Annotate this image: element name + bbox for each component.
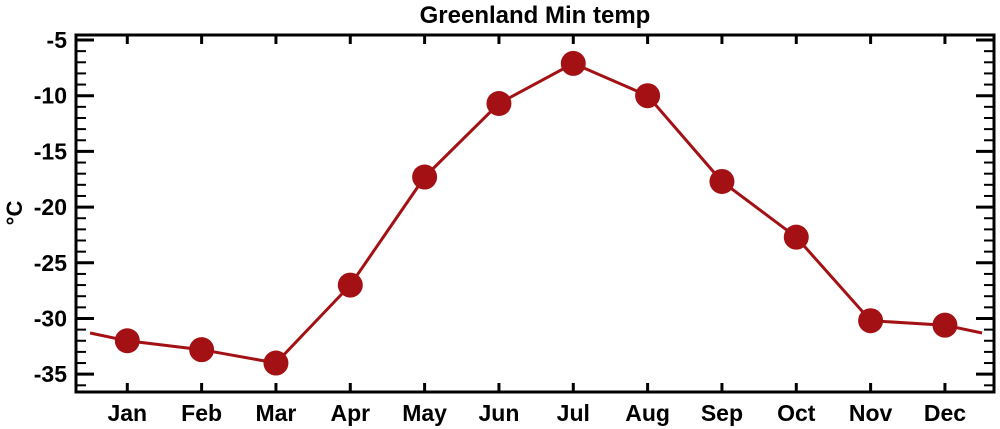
- x-tick-label: Apr: [330, 400, 370, 426]
- y-tick-label: -35: [34, 361, 67, 387]
- y-tick-label: -15: [34, 138, 67, 164]
- x-tick-label: Oct: [777, 400, 816, 426]
- data-point-jun: [486, 91, 512, 117]
- data-point-apr: [337, 272, 363, 298]
- x-tick-label: Nov: [849, 400, 893, 426]
- x-tick-label: Mar: [255, 400, 296, 426]
- data-point-dec: [932, 312, 958, 338]
- x-tick-label: Jan: [107, 400, 147, 426]
- y-tick-label: -10: [34, 83, 67, 109]
- data-point-mar: [263, 350, 289, 376]
- data-point-aug: [635, 83, 661, 109]
- temperature-line: [89, 61, 983, 365]
- y-tick-label: -20: [34, 194, 67, 220]
- y-tick-label: -30: [34, 305, 67, 331]
- data-point-oct: [783, 224, 809, 250]
- x-tick-label: Jun: [479, 400, 520, 426]
- x-tick-label: May: [402, 400, 447, 426]
- x-tick-label: Jul: [557, 400, 590, 426]
- x-tick-label: Dec: [924, 400, 966, 426]
- data-point-feb: [189, 337, 215, 363]
- x-tick-label: Aug: [625, 400, 670, 426]
- data-point-jul: [560, 50, 586, 76]
- x-tick-label: Feb: [181, 400, 222, 426]
- data-point-sep: [709, 168, 735, 194]
- y-tick-label: -5: [47, 27, 68, 53]
- chart-title: Greenland Min temp: [419, 2, 651, 29]
- plot-frame: [74, 33, 996, 394]
- data-point-jan: [114, 328, 140, 354]
- data-point-may: [412, 164, 438, 190]
- x-tick-label: Sep: [701, 400, 743, 426]
- data-point-nov: [858, 308, 884, 334]
- y-tick-label: -25: [34, 250, 67, 276]
